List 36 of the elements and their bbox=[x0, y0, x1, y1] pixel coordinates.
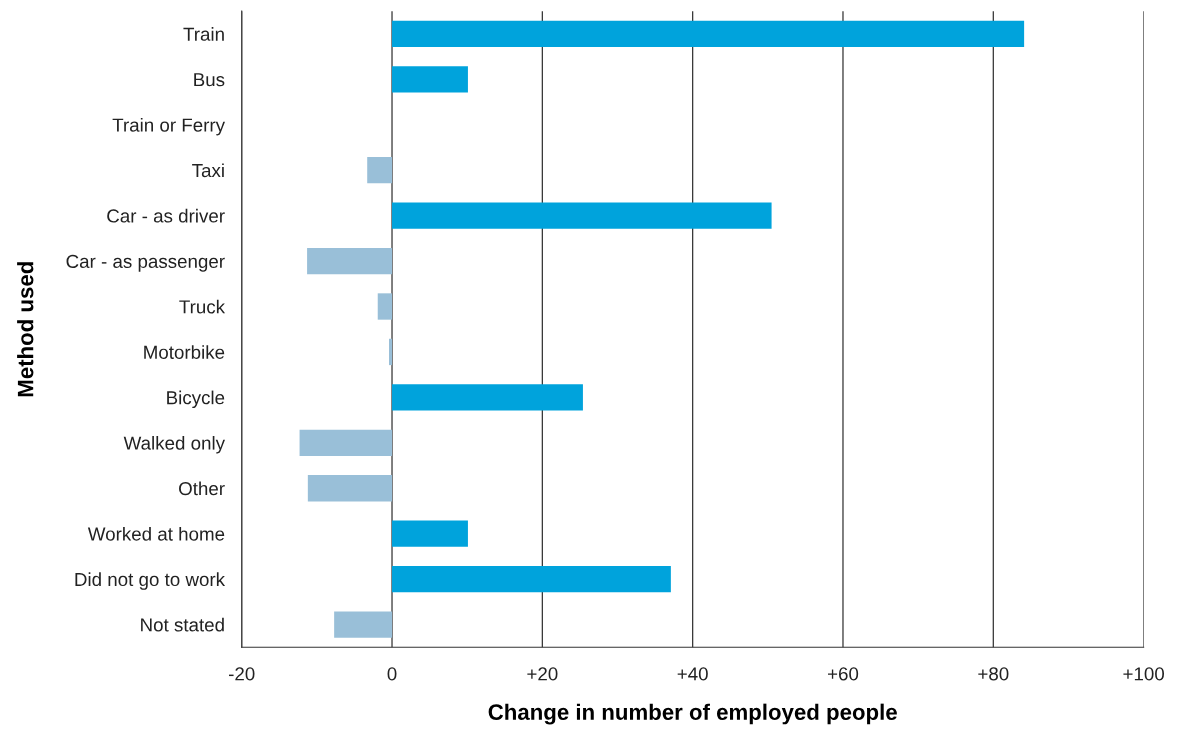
x-tick-label: +40 bbox=[677, 667, 708, 681]
bar bbox=[307, 247, 393, 275]
y-tick-label: Taxi bbox=[192, 163, 224, 178]
bar bbox=[307, 475, 393, 502]
bar bbox=[392, 202, 772, 229]
bar bbox=[389, 338, 393, 366]
y-tick-label: Walked only bbox=[123, 436, 225, 454]
x-tick-label: -20 bbox=[228, 667, 255, 681]
bar bbox=[392, 565, 671, 593]
y-tick-label: Worked at home bbox=[87, 526, 225, 541]
y-tick-label: Bicycle bbox=[167, 390, 225, 409]
x-tick-label: +80 bbox=[978, 667, 1009, 681]
y-axis-title: Method used bbox=[17, 262, 34, 397]
y-tick-label: Not stated bbox=[141, 617, 224, 632]
bar bbox=[392, 384, 583, 411]
y-tick-label: Other bbox=[179, 481, 225, 496]
x-tick-label: 0 bbox=[387, 667, 397, 681]
bar bbox=[392, 520, 468, 547]
x-tick-label: +100 bbox=[1123, 667, 1165, 681]
y-tick-label: Bus bbox=[194, 73, 225, 87]
bar bbox=[367, 157, 393, 184]
x-axis-title: Change in number of employed people bbox=[488, 703, 897, 725]
bar bbox=[392, 20, 1025, 48]
bar bbox=[334, 611, 393, 638]
y-tick-label: Truck bbox=[179, 299, 226, 314]
y-tick-label: Did not go to work bbox=[75, 572, 226, 590]
bar bbox=[377, 293, 393, 320]
y-tick-label: Train or Ferry bbox=[112, 117, 225, 136]
y-tick-label: Car - as passenger bbox=[66, 254, 225, 272]
bar bbox=[392, 66, 468, 93]
bar bbox=[299, 429, 393, 456]
y-tick-label: Car - as driver bbox=[107, 208, 225, 223]
x-tick-label: +20 bbox=[527, 667, 558, 681]
x-tick-label: +60 bbox=[828, 667, 859, 681]
y-tick-label: Motorbike bbox=[144, 345, 225, 359]
y-tick-label: Train bbox=[183, 27, 224, 41]
